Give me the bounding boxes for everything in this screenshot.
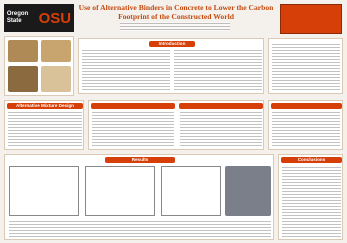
photo [8, 66, 38, 92]
plot-image [161, 166, 221, 216]
conclusions-panel: Conclusions [278, 154, 343, 240]
text-block [8, 111, 82, 148]
side-panel [268, 100, 343, 150]
text-block [272, 111, 340, 148]
photo [41, 40, 71, 62]
text-block [174, 49, 262, 91]
section-header: Conclusions [281, 157, 342, 163]
photo [8, 40, 38, 62]
photo-panel [4, 36, 74, 96]
plot-image [9, 166, 79, 216]
logo: Oregon State OSU [4, 4, 74, 32]
side-panel [268, 38, 343, 94]
section-header: Introduction [149, 41, 195, 47]
text-block [82, 49, 170, 91]
mix-panel: Alternative Mixture Design [4, 100, 84, 150]
photo [41, 66, 71, 92]
logo-text: Oregon State [7, 11, 33, 25]
section-header: Alternative Mixture Design [7, 103, 83, 109]
text-block [180, 111, 262, 148]
poster-title: Use of Alternative Binders in Concrete t… [78, 3, 274, 21]
photo [225, 166, 271, 216]
intro-panel: Introduction [78, 38, 264, 94]
text-block [92, 111, 174, 148]
section-header: Results [105, 157, 175, 163]
info-box [280, 4, 342, 34]
section-header-bar [271, 103, 342, 109]
text-block [282, 166, 341, 238]
section-header-bar [179, 103, 263, 109]
method-panel [88, 100, 264, 150]
logo-mark: OSU [39, 10, 72, 27]
poster: {"header": {"logo_text": "Oregon State",… [0, 0, 347, 243]
plot-image [85, 166, 155, 216]
section-header-bar [91, 103, 175, 109]
results-panel: Results [4, 154, 274, 240]
text-block [9, 220, 271, 238]
text-block [272, 43, 340, 91]
author-line [120, 22, 230, 31]
